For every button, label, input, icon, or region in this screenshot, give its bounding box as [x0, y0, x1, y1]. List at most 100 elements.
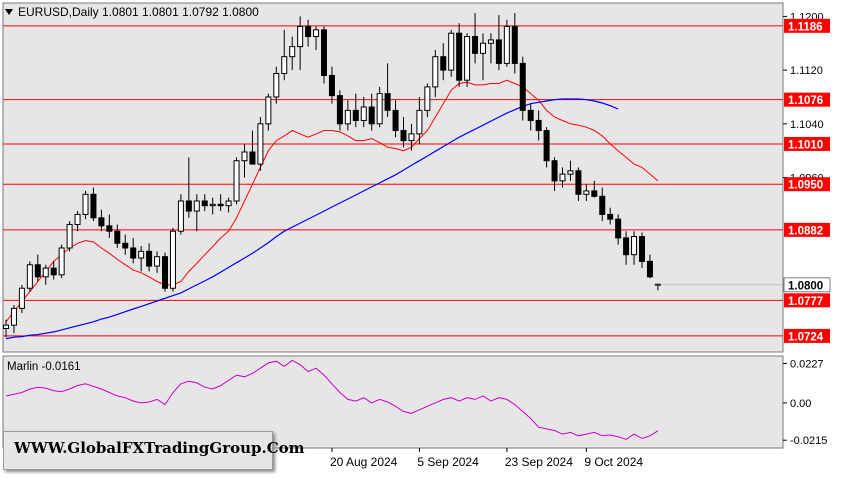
level-label-bg — [784, 18, 830, 33]
bull-candle — [503, 25, 510, 64]
date-tick-label: 5 Sep 2024 — [417, 455, 479, 469]
bull-candle — [82, 193, 89, 215]
bull-candle — [241, 151, 248, 162]
bull-candle — [408, 133, 415, 142]
ma-slow-line — [5, 98, 619, 340]
bull-candle — [265, 96, 272, 125]
dropdown-triangle-icon — [5, 9, 13, 15]
bull-candle — [567, 170, 574, 175]
watermark-banner: WWW.GlobalFXTradingGroup.Com — [3, 431, 305, 470]
bear-candle — [623, 237, 630, 256]
level-label: 1.1076 — [788, 95, 823, 107]
level-label-bg — [784, 293, 830, 308]
bear-candle — [551, 160, 558, 182]
bear-candle — [114, 230, 121, 244]
bull-candle — [233, 160, 240, 202]
bear-candle — [352, 109, 359, 121]
bull-candle — [297, 25, 304, 48]
bear-candle — [34, 264, 41, 278]
level-label: 1.0882 — [788, 225, 823, 237]
bull-candle — [416, 109, 423, 135]
date-tick-label: 23 Sep 2024 — [505, 455, 573, 469]
bear-candle — [472, 36, 479, 54]
bull-candle — [487, 39, 494, 44]
bull-candle — [66, 223, 73, 249]
bear-candle — [535, 119, 542, 132]
bull-candle — [424, 86, 431, 111]
current-price-label: 1.0800 — [788, 280, 823, 292]
bear-candle — [249, 151, 256, 165]
bull-candle — [464, 36, 471, 81]
current-price-bg — [783, 277, 831, 293]
price-tick-label: 1.1040 — [790, 119, 824, 131]
bull-candle — [169, 230, 176, 289]
bear-candle — [495, 39, 502, 64]
bear-candle — [50, 267, 57, 276]
bull-candle — [58, 247, 65, 276]
bull-candle — [631, 236, 638, 256]
bull-candle — [480, 42, 486, 54]
bull-candle — [3, 324, 9, 330]
marlin-tick-label: 0.0227 — [790, 358, 824, 370]
bear-candle — [615, 218, 622, 239]
bull-candle — [257, 123, 264, 165]
bear-candle — [646, 260, 653, 278]
bull-candle — [559, 173, 566, 182]
bull-candle — [313, 29, 320, 38]
bear-candle — [122, 242, 129, 249]
bull-candle — [138, 250, 145, 259]
bear-candle — [392, 109, 399, 132]
ma-fast-line — [5, 79, 659, 323]
bear-candle — [543, 130, 550, 162]
bear-candle — [321, 29, 327, 76]
bull-candle — [209, 203, 216, 207]
level-label: 1.1186 — [788, 21, 823, 33]
bull-candle — [193, 200, 200, 212]
bear-candle — [328, 74, 335, 97]
bear-candle — [599, 195, 606, 215]
bear-candle — [440, 56, 447, 71]
bear-candle — [185, 200, 192, 212]
bear-candle — [400, 130, 407, 142]
level-label: 1.0724 — [788, 331, 824, 343]
bull-candle — [344, 109, 351, 125]
marlin-title: Marlin -0.0161 — [7, 361, 81, 373]
level-label: 1.1010 — [788, 139, 823, 151]
bull-candle — [42, 267, 49, 278]
bear-candle — [201, 200, 208, 207]
bull-candle — [432, 56, 439, 88]
marlin-line — [5, 359, 659, 440]
bear-candle — [384, 93, 391, 111]
bull-candle — [10, 307, 17, 326]
date-tick-label: 9 Oct 2024 — [584, 455, 643, 469]
level-label-bg — [784, 222, 830, 237]
bull-candle — [74, 213, 81, 225]
bear-candle — [527, 109, 534, 121]
bear-candle — [98, 217, 105, 227]
bear-candle — [607, 213, 614, 220]
bear-candle — [90, 193, 97, 219]
bear-candle — [575, 170, 582, 195]
bear-candle — [336, 95, 343, 125]
bull-candle — [225, 200, 232, 207]
date-tick-label: 20 Aug 2024 — [330, 455, 398, 469]
bull-candle — [273, 72, 280, 98]
bull-candle — [289, 46, 296, 58]
level-label-bg — [784, 136, 830, 151]
bull-candle — [154, 256, 161, 267]
level-label: 1.0950 — [788, 180, 823, 192]
bear-candle — [511, 25, 518, 64]
bear-candle — [162, 256, 168, 289]
price-tick-label: 1.1120 — [790, 65, 823, 77]
bear-candle — [106, 225, 113, 232]
bear-candle — [519, 62, 526, 111]
level-label-bg — [784, 328, 830, 343]
bear-candle — [305, 25, 312, 38]
bull-candle — [376, 93, 383, 125]
bear-candle — [456, 32, 463, 81]
bear-candle — [591, 190, 598, 197]
bull-candle — [26, 264, 33, 289]
bull-candle — [360, 106, 367, 121]
